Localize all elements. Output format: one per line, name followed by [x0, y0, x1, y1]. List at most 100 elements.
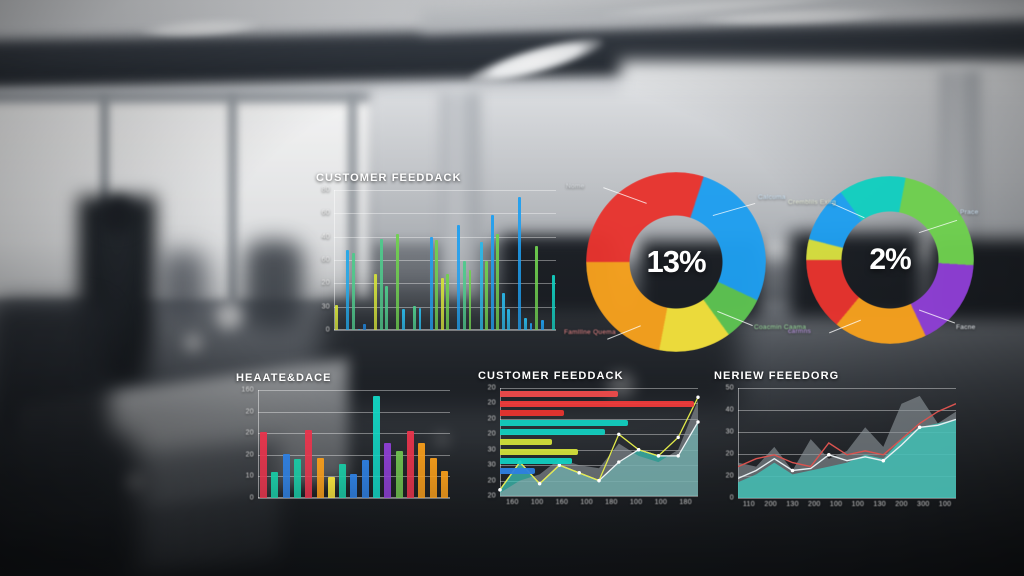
axis-tick-label-y: 0	[729, 494, 734, 502]
gridline	[738, 498, 956, 499]
chart-title-bottom-left: HEAATE&DACE	[236, 372, 332, 384]
bar	[429, 237, 433, 330]
axis-tick-label-x: 100	[530, 499, 544, 506]
axis-tick-label-x: 180	[679, 499, 692, 506]
bar	[485, 260, 489, 330]
axis-tick-label-x: 200	[764, 501, 777, 508]
bar	[260, 432, 268, 498]
gridline	[738, 410, 956, 411]
axis-tick-label-y: 10	[245, 472, 254, 480]
gridline	[258, 390, 450, 391]
bar	[440, 278, 444, 330]
gridline	[334, 283, 556, 285]
y-axis	[258, 390, 259, 498]
axis-tick-label-x: 100	[654, 499, 668, 506]
bar	[413, 306, 416, 330]
bar	[518, 197, 522, 330]
axis-tick-label-y: 30	[321, 303, 330, 311]
donut-legend-label: Cremblils Exirg	[788, 199, 837, 206]
bar	[357, 328, 361, 330]
bar	[385, 285, 389, 330]
donut-chart-left: 13%	[586, 172, 766, 352]
bar	[496, 234, 500, 330]
data-point	[696, 420, 700, 424]
x-axis	[334, 329, 556, 330]
axis-tick-label-y: 40	[725, 406, 734, 414]
axis-tick-label-x: 200	[808, 501, 821, 508]
chart-panel-donut-right: 2% Cremblils Exirg Prace Facne carmns	[788, 176, 990, 352]
bar	[540, 319, 544, 330]
axis-tick-label-y: 60	[321, 256, 330, 264]
horizontal-bar	[500, 458, 572, 465]
horizontal-bar	[500, 400, 695, 407]
axis-tick-label-y: 20	[245, 429, 254, 437]
data-point	[696, 395, 700, 399]
donut-legend-label: Prace	[960, 209, 979, 216]
axis-tick-label-x: 300	[917, 501, 930, 508]
axis-tick-label-x: 160	[555, 499, 569, 506]
bar	[479, 241, 483, 330]
data-point	[537, 481, 542, 486]
bar	[316, 457, 324, 498]
bar	[440, 470, 448, 498]
bar	[373, 396, 381, 498]
data-point	[617, 460, 621, 464]
axis-tick-label-y: 30	[725, 428, 734, 436]
gridline	[334, 190, 556, 191]
y-axis	[334, 190, 335, 330]
axis-tick-label-y: 20	[725, 450, 734, 458]
gridline	[334, 330, 556, 331]
bar	[395, 450, 403, 498]
chart-panel-bottom-mid: CUSTOMER FEEDDACK 20 20 30 30 20 20 20 20 160 100…	[478, 370, 706, 506]
chart-panel-bottom-left: HEAATE&DACE 0 10 20 20 20 160	[236, 372, 456, 502]
bar	[529, 322, 533, 330]
data-point	[827, 452, 831, 457]
gridline	[258, 411, 450, 413]
donut-legend-label: Nome	[566, 183, 585, 190]
bar	[418, 443, 426, 498]
gridline	[258, 433, 450, 435]
axis-tick-label-y: 20	[487, 415, 496, 423]
chart-title-bottom-mid: CUSTOMER FEEDDACK	[478, 370, 624, 382]
axis-tick-label-y: 0	[249, 494, 254, 502]
axis-tick-label-y: 60	[321, 209, 330, 217]
axis-tick-label-x: 200	[895, 501, 908, 508]
area-series	[738, 403, 956, 468]
y-axis	[738, 388, 739, 498]
axis-tick-label-y: 20	[245, 451, 254, 459]
axis-tick-label-y: 20	[487, 477, 496, 485]
donut-legend-label: carmns	[788, 328, 812, 335]
gridline	[738, 432, 956, 433]
axis-tick-label-y: 0	[325, 326, 330, 334]
data-point	[636, 448, 641, 452]
bar	[501, 293, 505, 330]
horizontal-bar	[500, 419, 629, 426]
chart-panel-bottom-right: NERIEW FEEEDORG 0 20 20 30 40 50 110 200 130 200 1…	[714, 370, 964, 508]
gridline	[334, 260, 556, 261]
data-point	[790, 468, 795, 473]
donut-legend-label: Famlllne Quema	[564, 329, 616, 336]
axis-tick-label-y: 20	[487, 384, 496, 392]
area-series	[500, 400, 698, 496]
bar	[294, 459, 302, 498]
axis-tick-label-y: 20	[725, 472, 734, 480]
axis-tick-label-y: 20	[245, 408, 254, 416]
chart-title-top-bar: CUSTOMER FEEDDACK	[316, 172, 462, 184]
bar	[363, 324, 366, 330]
axis-tick-label-x: 100	[629, 499, 643, 506]
axis-tick-label-y: 20	[487, 430, 496, 438]
bar	[406, 431, 414, 498]
gridline	[500, 496, 698, 497]
area-series-group	[738, 395, 956, 498]
bar	[271, 471, 279, 498]
axis-tick-label-x: 100	[851, 501, 865, 508]
horizontal-bar	[500, 391, 619, 397]
data-point	[577, 471, 581, 475]
gridline	[500, 388, 698, 389]
bar	[327, 476, 335, 498]
donut-legend-label: Facne	[956, 324, 976, 331]
donut-center-value-right: 2%	[869, 243, 911, 276]
chart-panel-donut-left: 13% Nome Calcuma Coacmin Caama Famlllne …	[564, 172, 806, 352]
axis-tick-label-y: 30	[487, 446, 496, 454]
